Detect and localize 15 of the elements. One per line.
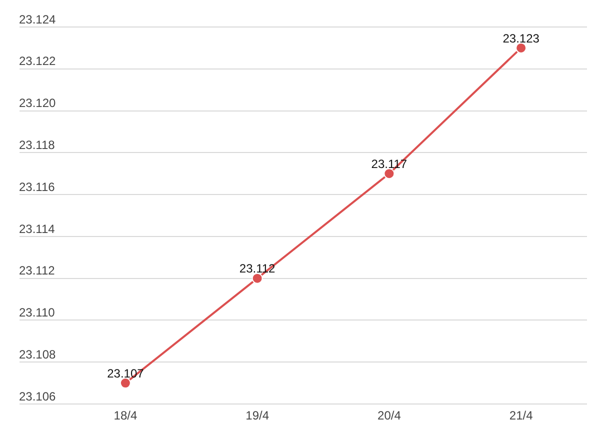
x-tick-label: 20/4 (378, 408, 402, 423)
y-tick-label: 23.118 (19, 138, 56, 152)
y-tick-label: 23.106 (19, 389, 56, 404)
x-tick-label: 18/4 (114, 408, 138, 423)
y-tick-label: 23.112 (19, 264, 56, 278)
x-tick-label: 21/4 (509, 408, 534, 423)
y-tick-label: 23.110 (19, 306, 56, 320)
y-tick-label: 23.122 (19, 54, 56, 68)
y-tick-label: 23.120 (19, 96, 56, 110)
y-tick-label: 23.124 (19, 12, 56, 26)
x-tick-label: 19/4 (246, 408, 270, 423)
y-tick-label: 23.114 (19, 222, 56, 236)
y-tick-label: 23.116 (19, 180, 56, 194)
y-tick-label: 23.108 (19, 347, 56, 362)
data-label: 23.123 (502, 31, 540, 46)
